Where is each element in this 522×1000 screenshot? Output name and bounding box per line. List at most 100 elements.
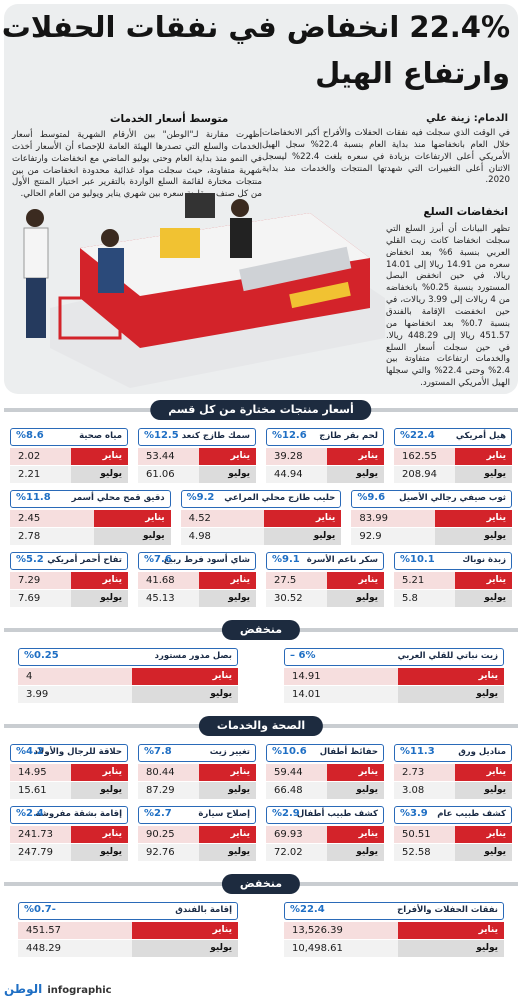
january-row: يناير 13,526.39	[284, 922, 504, 939]
july-label: يوليو	[199, 782, 256, 799]
item-name: بصل مدور مستورد	[154, 651, 232, 661]
july-label: يوليو	[327, 844, 384, 861]
item-name: تفاح أحمر أمريكي	[47, 555, 122, 565]
july-row: يوليو 2.21	[10, 466, 128, 483]
price-card: مياه صحية %8.6 يناير 2.02 يوليو 2.21	[10, 428, 128, 484]
july-price: 208.94	[402, 469, 437, 480]
footer-label: infographic	[47, 985, 112, 996]
change-percent: %10.1	[400, 554, 435, 565]
bananas	[289, 281, 351, 309]
july-price: 2.21	[18, 469, 41, 480]
july-label: يوليو	[199, 844, 256, 861]
january-label: يناير	[327, 448, 384, 465]
change-percent: %9.6	[357, 492, 386, 503]
january-price: 162.55	[402, 451, 437, 462]
january-label: يناير	[71, 826, 128, 843]
footer: الوطن infographic	[4, 978, 112, 998]
july-row: يوليو 30.52	[266, 590, 384, 607]
july-row: يوليو 14.01	[284, 686, 504, 703]
july-row: يوليو 7.69	[10, 590, 128, 607]
price-card: شاي أسود فرط ربيع %7.6 يناير 41.68 يوليو 45.1…	[138, 552, 256, 608]
change-percent: %22.4	[400, 430, 435, 441]
january-row: يناير 14.95	[10, 764, 128, 781]
july-price: 92.76	[146, 847, 175, 858]
item-name: مياه صحية	[79, 431, 122, 441]
january-label: يناير	[327, 826, 384, 843]
card-label: ثوب صيفي رجالي الأصيل %9.6	[351, 490, 512, 508]
change-percent: %4.2	[16, 746, 44, 757]
july-price: 2.78	[18, 531, 41, 542]
item-name: مناديل ورق	[458, 747, 506, 757]
january-row: يناير 69.93	[266, 826, 384, 843]
july-price: 4.98	[188, 531, 211, 542]
item-name: دقيق قمح محلي أسمر	[71, 493, 165, 503]
january-row: يناير 2.45	[10, 510, 171, 527]
january-price: 7.29	[18, 575, 41, 586]
january-row: يناير 39.28	[266, 448, 384, 465]
title-line-2: وارتفاع الهيل	[315, 56, 510, 90]
price-card: نفقات الحفلات والأفراح %22.4 يناير 13,526.3…	[284, 902, 504, 958]
january-label: يناير	[434, 510, 512, 527]
july-row: يوليو 61.06	[138, 466, 256, 483]
january-price: 53.44	[146, 451, 175, 462]
july-label: يوليو	[455, 844, 512, 861]
change-percent: %5.2	[16, 554, 44, 565]
january-row: يناير 4	[18, 668, 238, 685]
item-name: زبدة نوباك	[462, 555, 506, 565]
services-heading: متوسط أسعار الخدمات	[110, 113, 229, 125]
july-price: 92.9	[359, 531, 382, 542]
july-price: 7.69	[18, 593, 41, 604]
item-name: حلاقة للرجال والأولاد	[33, 747, 122, 757]
price-card: لحم بقر طازج %12.6 يناير 39.28 يوليو 44.94	[266, 428, 384, 484]
card-label: إقامة بشقة مفروشة %2.4	[10, 806, 128, 824]
shopper-head	[101, 229, 119, 247]
january-price: 4	[26, 671, 33, 682]
card-label: تفاح أحمر أمريكي %5.2	[10, 552, 128, 570]
price-card: زيت نباتي للقلي العربي – 6% يناير 14.91 يولي…	[284, 648, 504, 704]
january-label: يناير	[132, 922, 238, 939]
item-name: حليب طازج محلي المراعي	[224, 493, 336, 503]
change-percent: %7.6	[144, 554, 172, 565]
july-price: 3.08	[402, 785, 425, 796]
item-name: إصلاح سيارة	[198, 809, 250, 819]
january-row: يناير 4.52	[180, 510, 342, 527]
july-row: يوليو 92.76	[138, 844, 256, 861]
price-card: حفائظ أطفال %10.6 يناير 59.44 يوليو 66.48	[266, 744, 384, 800]
change-percent: – 6%	[290, 650, 316, 661]
july-label: يوليو	[455, 782, 512, 799]
card-label: إقامة بالفندق %0.7-	[18, 902, 238, 920]
item-name: شاي أسود فرط ربيع	[163, 555, 250, 565]
july-row: يوليو 448.29	[18, 940, 238, 957]
goods-heading: انخفاضات السلع	[423, 206, 508, 218]
item-name: كشف طبيب أطفال	[296, 809, 378, 819]
section-title: منخفض	[221, 620, 301, 640]
january-price: 59.44	[274, 767, 303, 778]
item-name: سمك طازج كنعد	[181, 431, 250, 441]
card-label: حفائظ أطفال %10.6	[266, 744, 384, 762]
july-row: يوليو 208.94	[394, 466, 512, 483]
january-row: يناير 14.91	[284, 668, 504, 685]
section-bar: منخفض	[4, 620, 518, 640]
january-label: يناير	[264, 510, 342, 527]
july-label: يوليو	[199, 466, 256, 483]
item-name: حفائظ أطفال	[319, 747, 378, 757]
price-card: حلاقة للرجال والأولاد %4.2 يناير 14.95 يوليو…	[10, 744, 128, 800]
july-price: 10,498.61	[292, 943, 343, 954]
card-label: حلاقة للرجال والأولاد %4.2	[10, 744, 128, 762]
january-label: يناير	[398, 922, 504, 939]
january-row: يناير 7.29	[10, 572, 128, 589]
change-percent: %9.1	[272, 554, 300, 565]
intro-text: في الوقت الذي سجلت فيه نفقات الحفلات وال…	[262, 128, 510, 186]
change-percent: %9.2	[186, 492, 215, 503]
january-label: يناير	[71, 572, 128, 589]
change-percent: %7.8	[144, 746, 172, 757]
july-label: يوليو	[71, 782, 128, 799]
card-label: سمك طازج كنعد %12.5	[138, 428, 256, 446]
section-title: منخفض	[221, 874, 301, 894]
item-name: زيت نباتي للقلي العربي	[397, 651, 498, 661]
item-name: سكر ناعم الأسرة	[306, 555, 378, 565]
goods-text: تظهر البيانات أن أبرز السلع التي سجلت ان…	[386, 224, 510, 389]
july-label: يوليو	[264, 528, 342, 545]
price-card: إقامة بشقة مفروشة %2.4 يناير 241.73 يوليو 247…	[10, 806, 128, 862]
january-row: يناير 27.5	[266, 572, 384, 589]
